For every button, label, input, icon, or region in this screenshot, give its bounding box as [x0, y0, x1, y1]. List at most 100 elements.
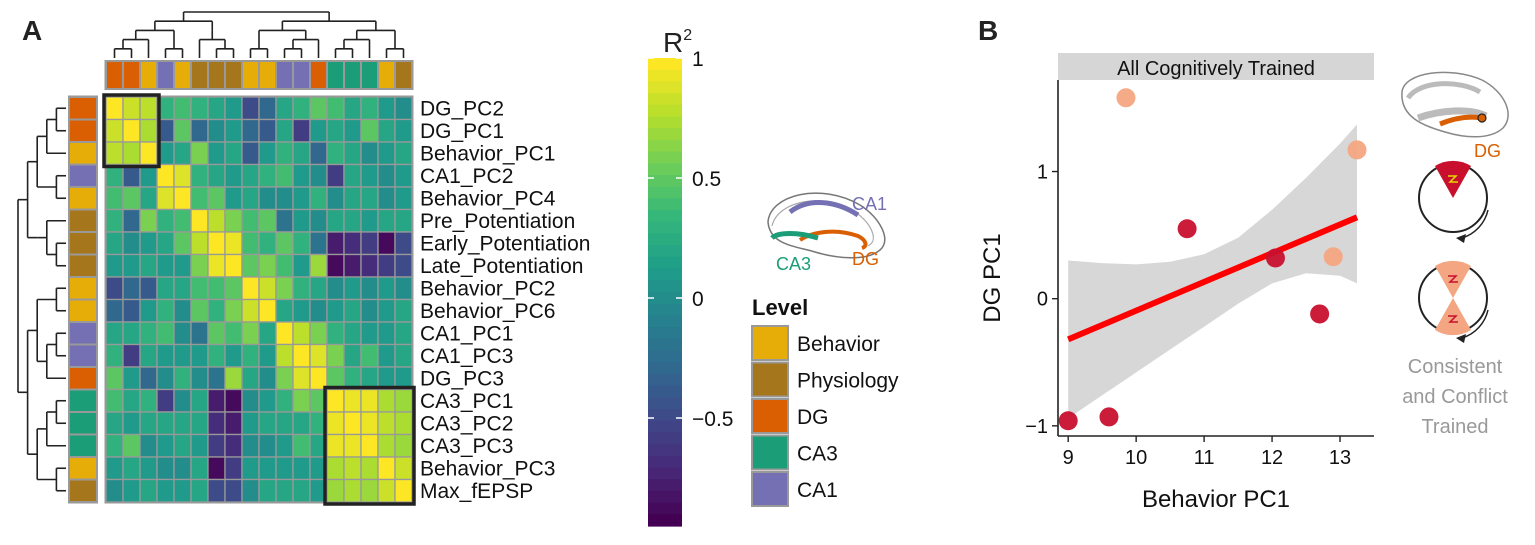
- heatmap-cell: [190, 208, 209, 233]
- scatter-point: [1310, 304, 1330, 324]
- column-level-cell: [141, 62, 156, 88]
- heatmap-cell: [105, 186, 124, 211]
- heatmap-cell: [122, 253, 141, 278]
- heatmap-cell: [394, 433, 413, 458]
- heatmap-cell: [156, 208, 175, 233]
- colorbar-tick-label: 0: [692, 288, 704, 311]
- heatmap-cell: [139, 231, 158, 256]
- row-label: Behavior_PC2: [420, 277, 555, 300]
- heatmap-cell: [275, 343, 294, 368]
- heatmap-cell: [343, 253, 362, 278]
- heatmap-cell: [105, 433, 124, 458]
- row-level-cell: [70, 480, 96, 501]
- heatmap-cell: [105, 411, 124, 436]
- column-level-cell: [226, 62, 241, 88]
- legend-swatch: [753, 327, 787, 359]
- legend-label: Behavior: [797, 333, 880, 356]
- heatmap-cell: [105, 208, 124, 233]
- heatmap-cell: [105, 298, 124, 323]
- row-level-cell: [70, 390, 96, 411]
- heatmap-cell: [394, 276, 413, 301]
- heatmap-cell: [139, 433, 158, 458]
- heatmap-cell: [207, 478, 226, 503]
- heatmap-cell: [292, 321, 311, 346]
- heatmap-cell: [105, 96, 124, 121]
- heatmap-cell: [241, 298, 260, 323]
- row-label: CA3_PC2: [420, 412, 513, 435]
- heatmap-cell: [241, 478, 260, 503]
- heatmap-cell: [258, 366, 277, 391]
- heatmap-cell: [292, 208, 311, 233]
- heatmap-cell: [275, 141, 294, 166]
- column-level-cell: [158, 62, 173, 88]
- heatmap-cell: [292, 411, 311, 436]
- heatmap-cell: [377, 298, 396, 323]
- heatmap-cell: [309, 343, 328, 368]
- heatmap-cell: [377, 186, 396, 211]
- heatmap-cell: [190, 163, 209, 188]
- dg-label: DG: [852, 249, 879, 269]
- heatmap-cell: [224, 253, 243, 278]
- row-level-cell: [70, 323, 96, 344]
- heatmap-cell: [241, 388, 260, 413]
- heatmap-cell: [343, 96, 362, 121]
- dg-hippocampus-icon: [1401, 71, 1509, 138]
- x-tick-label: 9: [1063, 447, 1074, 469]
- conflict-arena-icon: [1418, 260, 1489, 343]
- x-axis-label: Behavior PC1: [1142, 486, 1290, 513]
- heatmap-cell: [275, 231, 294, 256]
- column-level-cell: [379, 62, 394, 88]
- heatmap-cell: [139, 456, 158, 481]
- heatmap-cell: [360, 298, 379, 323]
- column-level-cell: [277, 62, 292, 88]
- heatmap-cell: [258, 456, 277, 481]
- heatmap-cell: [394, 343, 413, 368]
- heatmap-cell: [377, 276, 396, 301]
- heatmap-cell: [360, 343, 379, 368]
- heatmap-cell: [139, 208, 158, 233]
- heatmap-cell: [326, 478, 345, 503]
- heatmap-cell: [292, 343, 311, 368]
- heatmap-cell: [190, 343, 209, 368]
- heatmap-cell: [224, 321, 243, 346]
- heatmap-cell: [105, 276, 124, 301]
- column-level-cell: [396, 62, 411, 88]
- row-label: Behavior_PC3: [420, 457, 555, 480]
- heatmap-cell: [394, 118, 413, 143]
- heatmap-cell: [309, 141, 328, 166]
- x-tick-label: 12: [1261, 447, 1283, 469]
- heatmap-cell: [377, 208, 396, 233]
- heatmap-cell: [360, 411, 379, 436]
- heatmap-cell: [343, 321, 362, 346]
- heatmap-cell: [122, 298, 141, 323]
- row-label: Behavior_PC6: [420, 300, 555, 323]
- heatmap-cell: [326, 253, 345, 278]
- column-level-cell: [175, 62, 190, 88]
- heatmap-cell: [326, 231, 345, 256]
- heatmap-cell: [224, 118, 243, 143]
- heatmap-cell: [360, 208, 379, 233]
- heatmap-cell: [173, 208, 192, 233]
- heatmap-cell: [394, 388, 413, 413]
- heatmap-cell: [190, 298, 209, 323]
- heatmap-cell: [275, 96, 294, 121]
- heatmap-cell: [156, 478, 175, 503]
- heatmap-cell: [190, 366, 209, 391]
- heatmap-cell: [394, 163, 413, 188]
- heatmap-cell: [360, 186, 379, 211]
- row-level-cell: [70, 143, 96, 164]
- consistent-arena-icon: [1418, 160, 1489, 243]
- heatmap-cell: [343, 411, 362, 436]
- heatmap-cell: [343, 478, 362, 503]
- row-level-cell: [70, 255, 96, 276]
- heatmap-cell: [122, 478, 141, 503]
- heatmap-cell: [258, 163, 277, 188]
- row-level-cell: [70, 210, 96, 231]
- correlation-heatmap: [104, 95, 414, 504]
- level-legend: Behavior Physiology DG CA3 CA1: [751, 325, 899, 507]
- heatmap-cell: [156, 276, 175, 301]
- dg-icon-label: DG: [1474, 141, 1501, 161]
- heatmap-cell: [139, 118, 158, 143]
- heatmap-cell: [139, 253, 158, 278]
- heatmap-cell: [173, 118, 192, 143]
